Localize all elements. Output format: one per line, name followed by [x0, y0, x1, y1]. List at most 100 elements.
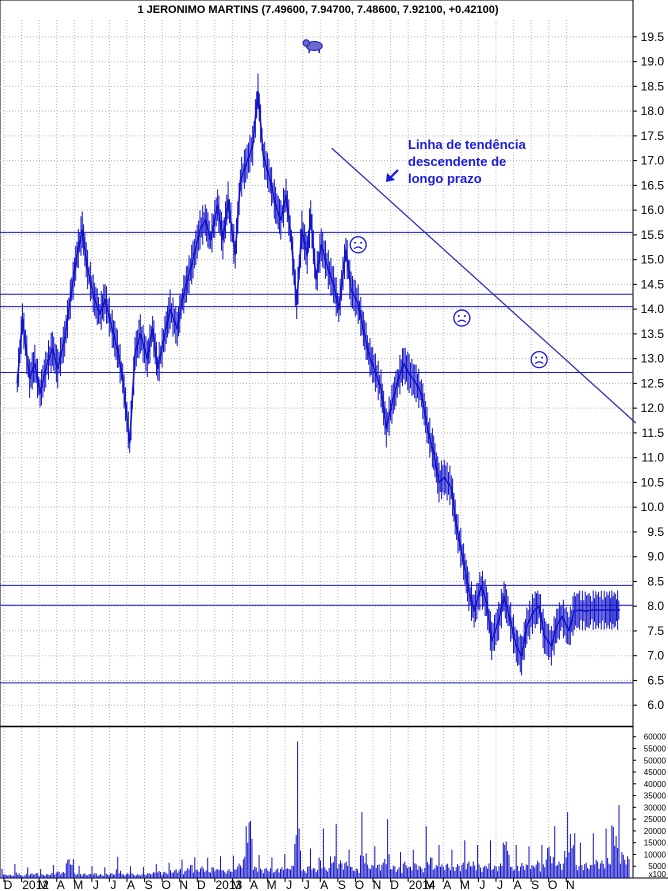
x-tick-label: J [479, 878, 485, 891]
x-tick-label: M [38, 878, 48, 891]
annotation-line: longo prazo [408, 171, 482, 186]
x-tick-label: S [531, 878, 539, 891]
support-resistance-lines [0, 231, 633, 684]
x-tick-label: D [390, 878, 399, 891]
volume-tick-label: 5000 [648, 862, 666, 871]
x-tick-label: N [566, 878, 575, 891]
x-tick-label: A [57, 878, 65, 891]
volume-series [1, 741, 630, 878]
y-tick-label: 18.5 [641, 79, 665, 93]
y-tick-label: 7.0 [647, 649, 664, 663]
volume-tick-label: 60000 [644, 733, 667, 742]
sad-face-eye [541, 356, 544, 359]
y-tick-label: 10.0 [641, 500, 665, 514]
volume-tick-label: 15000 [644, 839, 667, 848]
sad-face-eye [354, 241, 357, 244]
volume-tick-label: 40000 [644, 780, 667, 789]
x-tick-label: S [338, 878, 346, 891]
trendline-annotation: Linha de tendência descendente de longo pr… [408, 137, 527, 186]
x-tick-label: A [320, 878, 328, 891]
y-tick-label: 6.0 [647, 698, 664, 712]
y-tick-label: 12.5 [641, 376, 665, 390]
x-tick-label: N [179, 878, 188, 891]
x-tick-label: 2014 [409, 878, 436, 891]
y-axis-ticks: 19.5 19.0 18.5 18.0 17.5 17.0 16.5 16.0 15.5 15.0… [633, 30, 664, 712]
x-tick-label: 2012 [22, 878, 49, 891]
annotation-arrowhead [386, 173, 395, 182]
volume-tick-label: x100 [649, 870, 667, 879]
sad-face-icon [349, 236, 367, 254]
y-tick-label: 7.5 [647, 624, 664, 638]
long-term-trendline [331, 147, 637, 424]
price-line [16, 90, 620, 657]
sad-face-eye [457, 315, 460, 318]
sad-face-icon [530, 350, 548, 369]
x-tick-label: J [497, 878, 503, 891]
y-tick-label: 19.0 [641, 55, 665, 69]
y-tick-label: 16.5 [641, 178, 665, 192]
y-tick-label: 18.0 [641, 104, 665, 118]
y-tick-label: 8.5 [647, 574, 664, 588]
trendline-layer [331, 147, 637, 424]
sad-face-eye [463, 315, 466, 318]
volume-tick-label: 20000 [644, 827, 667, 836]
y-tick-label: 17.5 [641, 129, 665, 143]
bear-icon [302, 39, 323, 53]
x-tick-label: A [127, 878, 135, 891]
y-tick-label: 16.0 [641, 203, 665, 217]
x-tick-label: J [304, 878, 310, 891]
x-tick-label: N [373, 878, 382, 891]
x-tick-label: M [73, 878, 83, 891]
sad-face-outline [453, 309, 471, 327]
y-tick-label: 13.0 [641, 352, 665, 366]
x-tick-label: J [93, 878, 99, 891]
x-tick-label: D [197, 878, 206, 891]
x-tick-label: M [425, 878, 435, 891]
volume-tick-label: 45000 [644, 768, 667, 777]
volume-tick-label: 35000 [644, 792, 667, 801]
volume-tick-label: 25000 [644, 815, 667, 824]
y-tick-label: 17.0 [641, 154, 665, 168]
x-tick-label: A [250, 878, 258, 891]
bear-head [302, 39, 310, 47]
y-tick-label: 10.5 [641, 475, 665, 489]
x-tick-label: S [145, 878, 153, 891]
x-tick-label: O [548, 878, 557, 891]
x-tick-label: M [231, 878, 241, 891]
y-tick-label: 9.0 [647, 550, 664, 564]
y-tick-label: 13.5 [641, 327, 665, 341]
y-tick-label: 11.0 [642, 451, 665, 465]
volume-axis-ticks: 60000 55000 50000 45000 40000 35000 30000 25000… [633, 733, 667, 879]
sad-face-eye [535, 356, 538, 359]
x-tick-label: M [267, 878, 277, 891]
volume-tick-label: 55000 [644, 744, 667, 753]
y-tick-label: 15.5 [641, 228, 665, 242]
y-tick-label: 8.0 [647, 599, 664, 613]
y-tick-label: 6.5 [647, 673, 664, 687]
sad-face-eye [360, 241, 363, 244]
volume-tick-label: 10000 [644, 850, 667, 859]
y-tick-label: 14.5 [641, 277, 665, 291]
x-tick-label: O [355, 878, 364, 891]
x-tick-label: 2013 [216, 878, 243, 891]
sad-face-outline [349, 236, 367, 254]
annotation-line: descendente de [408, 154, 506, 169]
annotation-arrow [389, 169, 399, 179]
x-tick-label: M [460, 878, 470, 891]
x-tick-label: D [4, 878, 13, 891]
volume-tick-label: 30000 [644, 803, 667, 812]
x-tick-label: J [286, 878, 292, 891]
sad-face-mouth [457, 319, 467, 323]
annotation-line: Linha de tendência [408, 137, 527, 152]
volume-tick-label: 50000 [644, 756, 667, 765]
y-tick-label: 19.5 [641, 30, 665, 44]
y-tick-label: 14.0 [641, 302, 665, 316]
plot-frame [0, 0, 634, 879]
chart-title: 1 JERONIMO MARTINS (7.49600, 7.94700, 7.… [137, 4, 498, 16]
x-tick-label: A [514, 878, 522, 891]
x-tick-label: O [161, 878, 170, 891]
sad-face-mouth [534, 361, 544, 365]
